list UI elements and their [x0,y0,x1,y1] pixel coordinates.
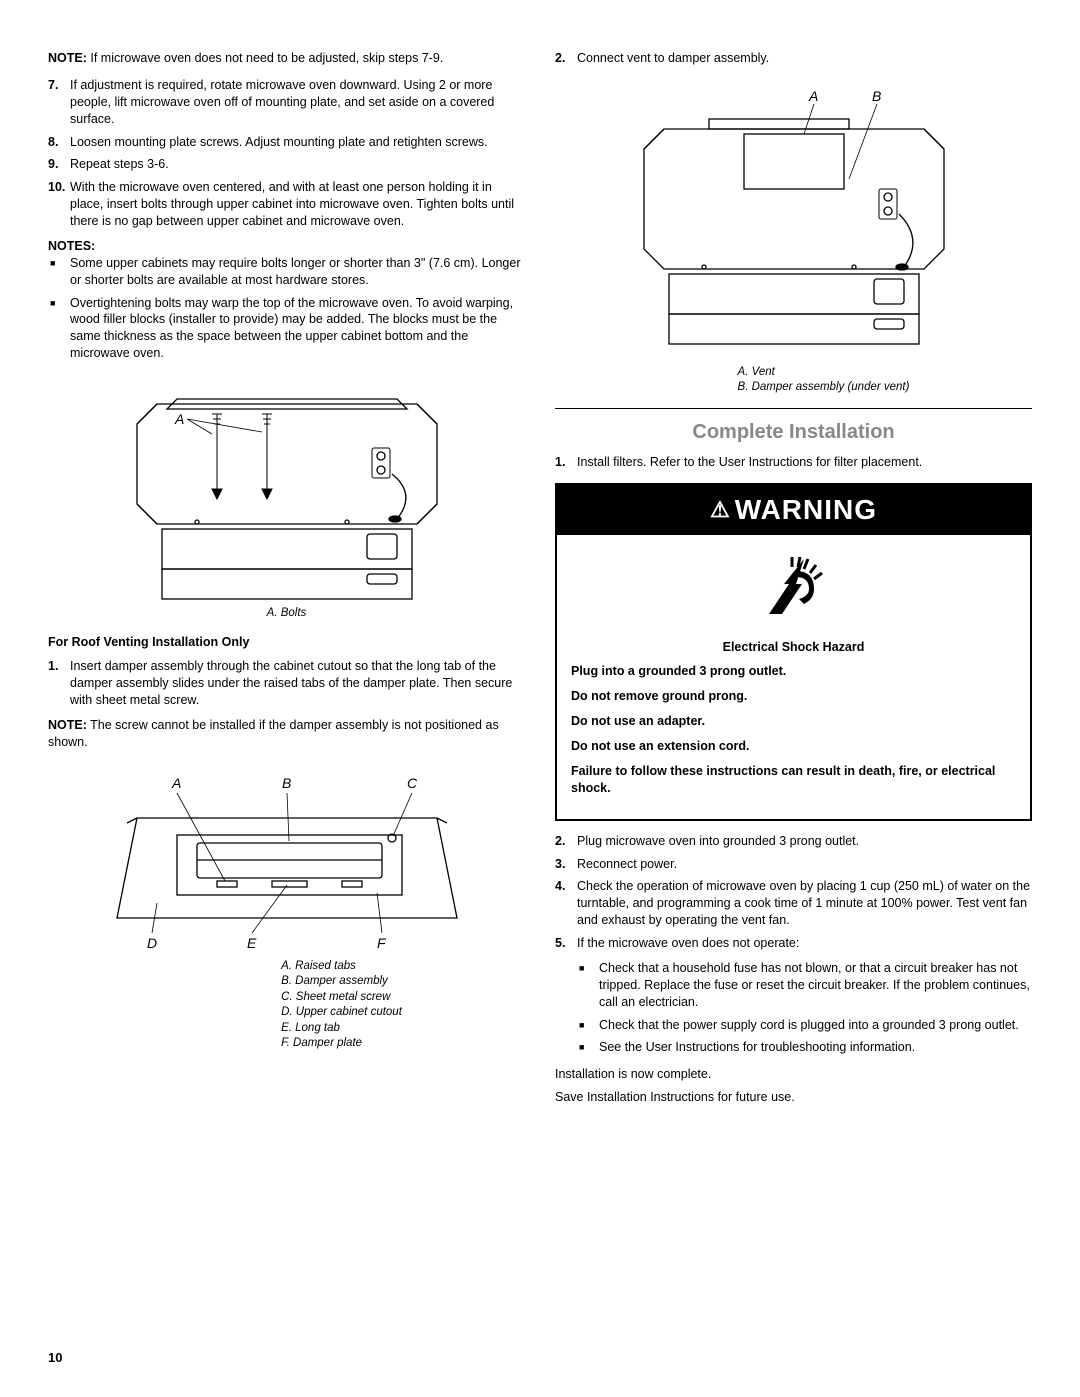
ci-step-1: 1.Install filters. Refer to the User Ins… [555,454,1032,471]
warning-line-4: Do not use an extension cord. [571,738,1016,755]
notes-heading: NOTES: [48,238,525,255]
ci-steps-2-5: 2.Plug microwave oven into grounded 3 pr… [555,833,1032,952]
step-2-connect-vent: 2.Connect vent to damper assembly. [577,50,1032,67]
page-number: 10 [48,1349,62,1367]
fig3-label-a: A [808,88,818,104]
figure-2-damper: A B C D E F A. Raised tabs B. Damper ass… [48,763,525,1052]
fig2-cap-f: F. Damper plate [281,1036,402,1052]
fig1-caption: A. Bolts [267,607,307,619]
ci-sub-bullets: Check that a household fuse has not blow… [555,960,1032,1056]
ci-step-1-item: 1.Install filters. Refer to the User Ins… [577,454,1032,471]
warning-body: Electrical Shock Hazard Plug into a grou… [557,639,1030,819]
step-9: 9.Repeat steps 3-6. [70,156,525,173]
fig1-label-a: A [174,411,184,427]
roof-note: NOTE: The screw cannot be installed if t… [48,717,525,751]
connect-vent-step: 2.Connect vent to damper assembly. [555,50,1032,67]
warning-triangle-icon: ⚠ [710,497,731,522]
fig2-label-a: A [171,775,181,791]
roof-note-bold: NOTE: [48,718,87,732]
notes-bullets: Some upper cabinets may require bolts lo… [48,255,525,362]
warning-line-3: Do not use an adapter. [571,713,1016,730]
fig2-label-c: C [407,775,418,791]
warning-header-text: WARNING [735,494,877,525]
left-column: NOTE: If microwave oven does not need to… [48,50,525,1106]
ci-sub-3: See the User Instructions for troublesho… [599,1039,1032,1056]
ci-sub-1: Check that a household fuse has not blow… [599,960,1032,1011]
fig2-cap-e: E. Long tab [281,1021,402,1037]
ci-closing-1: Installation is now complete. [555,1066,1032,1083]
fig2-cap-a: A. Raised tabs [281,959,402,975]
fig3-label-b: B [872,88,881,104]
fig2-label-f: F [377,935,387,951]
fig3-cap-b: B. Damper assembly (under vent) [738,380,910,396]
warning-box: ⚠WARNING Electrical Shock Hazard Plug in… [555,483,1032,821]
notes-bullet-2: Overtightening bolts may warp the top of… [70,295,525,363]
ci-closing-2: Save Installation Instructions for futur… [555,1089,1032,1106]
shock-hazard-icon [557,535,1030,639]
step-7: 7.If adjustment is required, rotate micr… [70,77,525,128]
warning-line-2: Do not remove ground prong. [571,688,1016,705]
step-10: 10.With the microwave oven centered, and… [70,179,525,230]
notes-bullet-1: Some upper cabinets may require bolts lo… [70,255,525,289]
complete-installation-title: Complete Installation [555,419,1032,446]
page-columns: NOTE: If microwave oven does not need to… [48,50,1032,1106]
warning-line-5: Failure to follow these instructions can… [571,763,1016,797]
figure-3-vent: A B A. Vent B. Damper assembly (under ve… [555,79,1032,396]
warning-line-1: Plug into a grounded 3 prong outlet. [571,663,1016,680]
step-8: 8.Loosen mounting plate screws. Adjust m… [70,134,525,151]
bolts-diagram-svg: A [117,374,457,604]
damper-diagram-svg: A B C D E F [97,763,477,953]
right-column: 2.Connect vent to damper assembly. [555,50,1032,1106]
fig2-cap-b: B. Damper assembly [281,974,402,990]
fig2-captions: A. Raised tabs B. Damper assembly C. She… [281,959,402,1052]
fig2-label-b: B [282,775,291,791]
fig3-captions: A. Vent B. Damper assembly (under vent) [738,365,910,396]
roof-step-1-item: 1.Insert damper assembly through the cab… [70,658,525,709]
roof-step-1: 1.Insert damper assembly through the cab… [48,658,525,709]
warning-hazard-title: Electrical Shock Hazard [571,639,1016,656]
divider [555,408,1032,409]
steps-7-10: 7.If adjustment is required, rotate micr… [48,77,525,230]
note-intro-text: If microwave oven does not need to be ad… [87,51,443,65]
fig1-caption-wrap: A. Bolts [48,604,525,622]
fig2-cap-c: C. Sheet metal screw [281,990,402,1006]
ci-step-4: 4.Check the operation of microwave oven … [577,878,1032,929]
ci-sub-2: Check that the power supply cord is plug… [599,1017,1032,1034]
ci-step-2: 2.Plug microwave oven into grounded 3 pr… [577,833,1032,850]
roof-note-text: The screw cannot be installed if the dam… [48,718,499,749]
fig2-cap-d: D. Upper cabinet cutout [281,1005,402,1021]
ci-step-3: 3.Reconnect power. [577,856,1032,873]
vent-diagram-svg: A B [624,79,964,359]
note-intro-bold: NOTE: [48,51,87,65]
warning-header: ⚠WARNING [557,485,1030,535]
note-intro: NOTE: If microwave oven does not need to… [48,50,525,67]
fig3-cap-a: A. Vent [738,365,910,381]
fig2-label-d: D [147,935,157,951]
fig2-label-e: E [247,935,257,951]
figure-1-bolts: A A. Bolts [48,374,525,622]
roof-venting-heading: For Roof Venting Installation Only [48,634,525,651]
ci-step-5: 5.If the microwave oven does not operate… [577,935,1032,952]
